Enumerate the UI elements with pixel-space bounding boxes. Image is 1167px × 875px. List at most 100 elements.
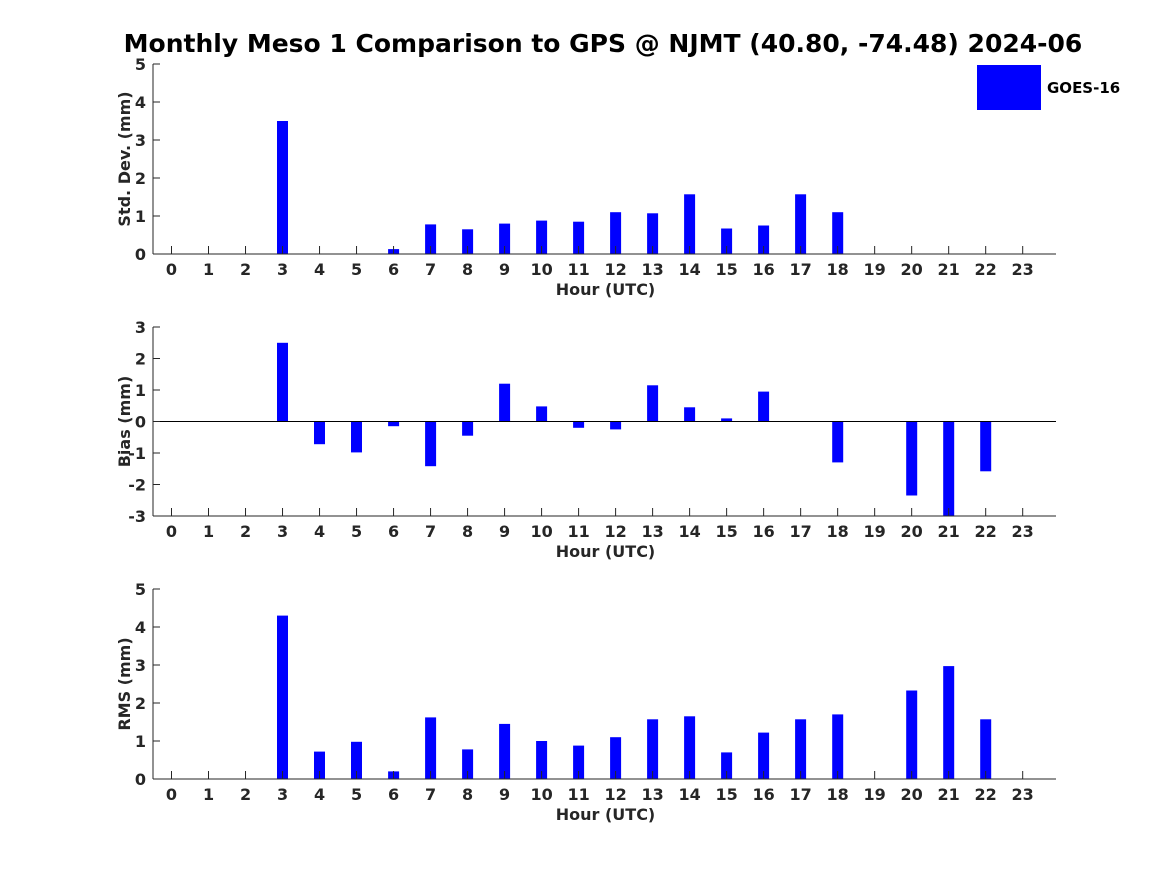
std-ytick-label: 3	[135, 131, 146, 150]
std-xtick-label: 23	[1012, 260, 1034, 279]
rms-bar-5	[351, 741, 362, 779]
rms-bar-7	[425, 717, 437, 779]
bias-xtick-label: 23	[1012, 522, 1034, 541]
rms-bar-11	[573, 745, 585, 779]
rms-bar-14	[684, 716, 696, 779]
rms-xtick-label: 13	[641, 785, 663, 804]
rms-bar-4	[314, 751, 325, 779]
std-xtick-label: 18	[827, 260, 849, 279]
rms-xtick-label: 2	[240, 785, 251, 804]
std-xtick-label: 17	[790, 260, 812, 279]
rms-bar-8	[462, 749, 474, 779]
rms-xtick-label: 9	[499, 785, 510, 804]
bias-bar-12	[610, 421, 622, 430]
bias-ytick-label: -1	[128, 444, 146, 463]
std-xtick-label: 3	[277, 260, 288, 279]
std-xtick-label: 0	[166, 260, 177, 279]
std-xtick-label: 10	[530, 260, 552, 279]
std-bar-7	[425, 224, 437, 254]
rms-xtick-label: 4	[314, 785, 325, 804]
rms-bar-15	[721, 752, 733, 779]
bias-xtick-label: 1	[203, 522, 214, 541]
bias-ytick-label: 1	[135, 381, 146, 400]
std-bar-10	[536, 220, 548, 254]
bias-bar-20	[906, 421, 918, 496]
rms-bar-12	[610, 737, 622, 779]
rms-xtick-label: 8	[462, 785, 473, 804]
rms-ytick-label: 3	[135, 656, 146, 675]
bias-xtick-label: 13	[641, 522, 663, 541]
rms-bar-13	[647, 719, 659, 779]
legend-swatch	[977, 65, 1041, 110]
std-xtick-label: 11	[567, 260, 589, 279]
std-xtick-label: 15	[715, 260, 737, 279]
rms-xtick-label: 11	[567, 785, 589, 804]
rms-bar-21	[943, 666, 955, 779]
std-xlabel: Hour (UTC)	[556, 280, 656, 299]
std-bar-12	[610, 212, 622, 254]
rms-ytick-label: 5	[135, 580, 146, 599]
bias-bar-13	[647, 385, 659, 422]
bias-bar-15	[721, 418, 733, 422]
bias-bar-4	[314, 421, 325, 445]
rms-xtick-label: 5	[351, 785, 362, 804]
bias-xtick-label: 7	[425, 522, 436, 541]
std-xtick-label: 13	[641, 260, 663, 279]
rms-xtick-label: 7	[425, 785, 436, 804]
rms-bar-17	[795, 719, 807, 779]
rms-xtick-label: 21	[938, 785, 960, 804]
rms-xtick-label: 23	[1012, 785, 1034, 804]
bias-bar-9	[499, 383, 511, 422]
rms-bar-10	[536, 741, 548, 779]
bias-xtick-label: 4	[314, 522, 325, 541]
bias-xtick-label: 18	[827, 522, 849, 541]
std-xtick-label: 16	[753, 260, 775, 279]
rms-xlabel: Hour (UTC)	[556, 805, 656, 824]
bias-bar-10	[536, 406, 548, 422]
std-ytick-label: 4	[135, 93, 146, 112]
std-bar-11	[573, 221, 585, 254]
bias-bar-3	[277, 342, 288, 422]
bias-bar-8	[462, 421, 474, 436]
rms-xtick-label: 1	[203, 785, 214, 804]
std-xtick-label: 12	[604, 260, 626, 279]
bias-bar-21	[943, 421, 955, 516]
std-xtick-label: 2	[240, 260, 251, 279]
legend-label: GOES-16	[1047, 79, 1120, 97]
std-bar-18	[832, 212, 844, 254]
bias-xtick-label: 11	[567, 522, 589, 541]
bias-xtick-label: 6	[388, 522, 399, 541]
bias-ytick-label: 2	[135, 350, 146, 369]
bias-xtick-label: 21	[938, 522, 960, 541]
bias-xtick-label: 22	[975, 522, 997, 541]
std-xtick-label: 20	[901, 260, 923, 279]
std-xtick-label: 19	[864, 260, 886, 279]
std-bar-16	[758, 225, 770, 254]
std-xtick-label: 1	[203, 260, 214, 279]
std-xtick-label: 5	[351, 260, 362, 279]
std-xtick-label: 6	[388, 260, 399, 279]
bias-ytick-label: 0	[135, 413, 146, 432]
bias-bar-5	[351, 421, 362, 453]
std-bar-15	[721, 228, 733, 254]
rms-ylabel: RMS (mm)	[115, 637, 134, 730]
bias-bar-16	[758, 391, 770, 422]
rms-bar-22	[980, 719, 992, 779]
bias-bar-6	[388, 421, 400, 427]
bias-xtick-label: 3	[277, 522, 288, 541]
rms-bar-18	[832, 714, 844, 779]
rms-bar-3	[277, 615, 288, 779]
std-bar-8	[462, 229, 474, 254]
rms-bar-20	[906, 690, 918, 779]
std-bar-14	[684, 194, 696, 254]
std-xtick-label: 7	[425, 260, 436, 279]
bias-ytick-label: -3	[128, 507, 146, 526]
std-xtick-label: 4	[314, 260, 325, 279]
std-ytick-label: 1	[135, 207, 146, 226]
bias-bar-18	[832, 421, 844, 463]
